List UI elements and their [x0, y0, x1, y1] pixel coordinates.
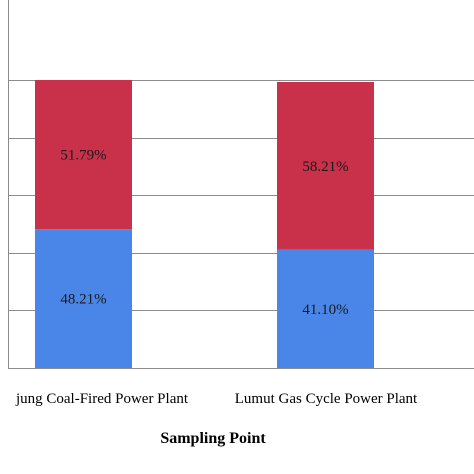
bar-segment [35, 80, 132, 230]
x-tick-label: Lumut Gas Cycle Power Plant [235, 391, 418, 407]
bar-segment [35, 229, 132, 368]
data-label: 58.21% [302, 159, 348, 175]
bar-segments [35, 80, 374, 368]
x-tick-label: jung Coal-Fired Power Plant [15, 391, 189, 407]
x-axis-title: Sampling Point [160, 430, 266, 447]
x-tick-labels: jung Coal-Fired Power Plant Lumut Gas Cyc… [15, 391, 418, 407]
data-labels: 48.21% 51.79% 41.10% 58.21% [60, 148, 348, 318]
data-label: 41.10% [302, 302, 348, 318]
bar-segment [277, 249, 374, 368]
data-label: 48.21% [60, 292, 106, 308]
data-label: 51.79% [60, 148, 106, 164]
bar-segment [277, 81, 374, 250]
